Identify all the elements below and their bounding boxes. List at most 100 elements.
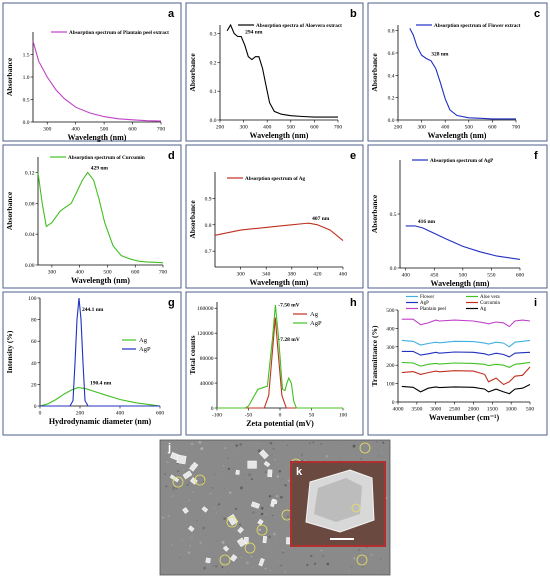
x-tick-label: 500 [103, 270, 112, 276]
x-axis-title: Wavelength (nm) [431, 279, 490, 288]
sem-grain [245, 561, 249, 565]
sem-marker-circle [219, 554, 231, 566]
x-tick-label: 400 [72, 127, 81, 133]
sem-grain [272, 514, 274, 517]
sem-crystal [267, 469, 273, 478]
sem-grain [213, 508, 215, 510]
sem-crystal [188, 525, 195, 532]
y-axis-title: Absorbance [188, 53, 197, 92]
sem-grain [192, 475, 194, 477]
sem-grain [189, 545, 191, 547]
y-tick-label: 300 [386, 345, 395, 351]
sem-grain [230, 560, 232, 562]
sem-grain [222, 567, 224, 569]
peak-annotation: 407 nm [312, 216, 330, 222]
sem-grain [264, 513, 266, 516]
sem-grain [198, 440, 202, 444]
sem-grain [265, 563, 267, 565]
sem-grain [215, 565, 218, 568]
sem-grain [171, 544, 173, 546]
x-tick-label: 700 [334, 125, 343, 131]
x-tick-label: 2500 [449, 407, 460, 413]
sem-grain [164, 486, 166, 488]
sem-grain [382, 570, 384, 572]
sem-crystal [250, 501, 260, 509]
series-line-absorption-spectrum-of-ag [214, 222, 344, 242]
sem-grain [302, 452, 304, 454]
sem-grain [360, 564, 364, 568]
x-tick-label: 400 [402, 273, 411, 279]
sem-grain [218, 503, 221, 506]
sem-grain [187, 481, 191, 485]
sem-grain [184, 500, 186, 502]
sem-grain [188, 466, 190, 468]
y-tick-label: 0.4 [388, 73, 395, 79]
sem-grain [273, 532, 276, 536]
sem-grain [306, 563, 309, 567]
sem-grain [257, 449, 261, 453]
x-tick-label: 200 [394, 125, 403, 131]
sem-crystal [235, 469, 240, 475]
y-axis-title: Absorbance [188, 200, 197, 239]
sem-grain [378, 454, 381, 458]
y-tick-label: 0.3 [210, 32, 217, 38]
x-axis-title: Wavelength (nm) [71, 276, 130, 285]
sem-grain [171, 494, 174, 498]
sem-grain [228, 491, 232, 494]
sem-grain [280, 495, 283, 499]
sem-marker-circle [356, 554, 368, 566]
x-tick-label: 400 [116, 411, 125, 417]
panel-letter: c [534, 8, 540, 20]
sem-crystal [182, 470, 193, 480]
y-tick-label: 0.12 [25, 170, 35, 176]
x-tick-label: 100 [339, 413, 348, 419]
sem-grain [301, 454, 303, 456]
panel-c: 200 300 400 500 600 700 0.0 0.2 0.4 0.6 0.8 Wavelen… [367, 2, 548, 142]
sem-panel: jk [159, 439, 391, 576]
sem-grain [211, 487, 214, 489]
sem-grain [370, 553, 373, 556]
x-tick-label: 4000 [393, 407, 404, 413]
sem-grain [311, 441, 314, 444]
sem-grain [199, 446, 201, 448]
sem-marker-circle [172, 476, 184, 488]
sem-grain [235, 507, 238, 510]
series-line-absorption-spectrum-of-agp [405, 225, 521, 260]
y-tick-label: 0.6 [388, 51, 395, 57]
sem-crystal [223, 545, 230, 552]
sem-grain [268, 511, 269, 513]
sem-grain [200, 447, 204, 451]
y-tick-label: 0.5 [390, 212, 397, 218]
sem-grain [192, 491, 194, 493]
sem-grain [172, 488, 176, 492]
panel-letter: h [350, 297, 357, 309]
sem-grain [313, 562, 317, 565]
panel-letter: d [168, 150, 175, 162]
peak-annotation: -7.28 mV [278, 337, 299, 343]
sem-grain [274, 458, 276, 461]
sem-marker-circle [226, 516, 238, 528]
x-tick-label: 600 [131, 270, 140, 276]
sem-grain [162, 516, 165, 519]
sem-grain [348, 570, 350, 572]
sem-crystal [247, 460, 257, 469]
sem-grain [239, 443, 243, 446]
legend-label: AgP [139, 346, 151, 353]
sem-grain [282, 551, 285, 554]
sem-marker-circle [194, 474, 206, 486]
series-line-absorption-spectrum-of-plantain-peel-extract [32, 40, 162, 122]
sem-grain [263, 554, 265, 556]
sem-grain [238, 455, 240, 457]
peak-annotation: 190.4 nm [90, 381, 112, 387]
x-tick-label: 1500 [487, 407, 498, 413]
sem-grain [222, 464, 225, 467]
x-tick-label: 0 [39, 411, 42, 417]
sem-grain [181, 538, 184, 540]
legend-label: AgP [420, 301, 429, 306]
panel-a: 300 400 500 600 700 0.0 0.5 1.0 1.5 Wavelength (n… [2, 2, 182, 142]
x-tick-label: 420 [313, 272, 322, 278]
sem-grain [175, 487, 178, 490]
x-tick-label: 500 [287, 125, 296, 131]
x-tick-label: 700 [512, 125, 521, 131]
